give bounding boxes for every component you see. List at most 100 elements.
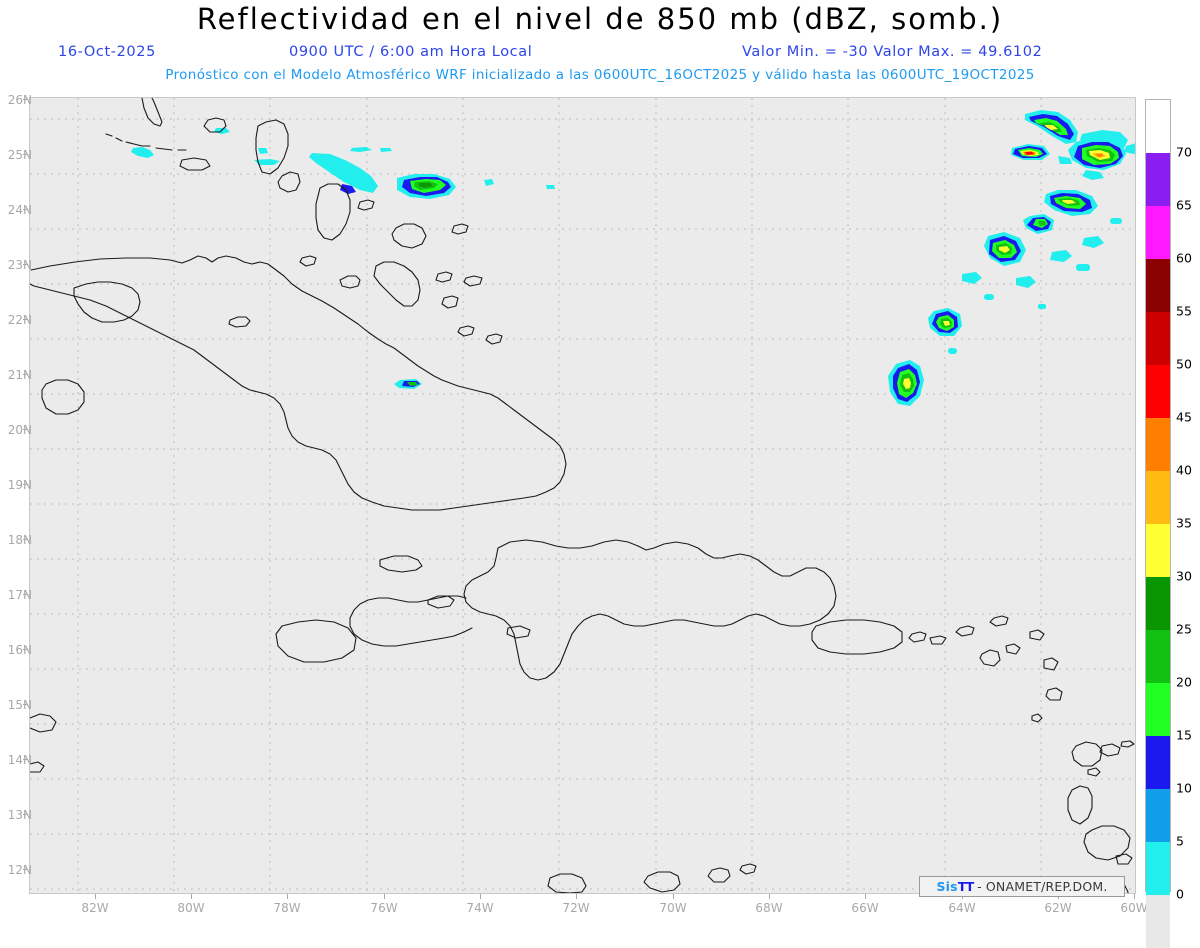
- colorbar-tick-label: 20: [1176, 674, 1192, 690]
- colorbar-band: [1146, 206, 1170, 259]
- colorbar-band: [1146, 471, 1170, 524]
- xtick-mark: [673, 894, 674, 899]
- attribution-organization: ONAMET/REP.DOM.: [985, 879, 1108, 894]
- echo-scattered: [948, 218, 1122, 354]
- colorbar-band: [1146, 365, 1170, 418]
- ytick-mark: [23, 484, 28, 485]
- chart-header: Reflectividad en el nivel de 850 mb (dBZ…: [0, 0, 1200, 92]
- colorbar-tick-label: 0: [1176, 886, 1184, 902]
- colorbar-tick-label: 50: [1176, 356, 1192, 372]
- ytick-label: 15N: [7, 698, 32, 712]
- ytick-mark: [23, 539, 28, 540]
- coast-turks-caicos: [457, 325, 503, 345]
- xtick-label: 78W: [273, 901, 301, 915]
- xtick-label: 62W: [1044, 901, 1072, 915]
- ytick-mark: [23, 429, 28, 430]
- echo-ne-antilles: [1025, 110, 1135, 180]
- colorbar-tick-label: 5: [1176, 833, 1184, 849]
- ytick-label: 23N: [7, 258, 32, 272]
- colorbar-tick-label: 45: [1176, 409, 1192, 425]
- colorbar-tick-label: 30: [1176, 568, 1192, 584]
- xtick-label: 76W: [370, 901, 398, 915]
- ytick-mark: [23, 264, 28, 265]
- xtick-label: 80W: [177, 901, 205, 915]
- colorbar-band: [1146, 312, 1170, 365]
- ytick-label: 26N: [7, 93, 32, 107]
- coast-bahamas: [179, 117, 483, 309]
- ytick-label: 13N: [7, 808, 32, 822]
- ytick-mark: [23, 759, 28, 760]
- colorbar-tick-label: 10: [1176, 780, 1192, 796]
- ytick-mark: [23, 704, 28, 705]
- coast-florida: [105, 98, 187, 151]
- colorbar-band: [1146, 683, 1170, 736]
- coast-south-islands: [547, 863, 757, 893]
- forecast-date: 16-Oct-2025: [58, 44, 156, 60]
- ytick-label: 17N: [7, 588, 32, 602]
- ytick-mark: [23, 649, 28, 650]
- colorbar-tick-label: 35: [1176, 515, 1192, 531]
- echo-bahamas-e2: [546, 185, 555, 189]
- colorbar-band: [1146, 153, 1170, 206]
- xtick-mark: [1134, 894, 1135, 899]
- sistt-logo-sis: Sis: [936, 879, 958, 894]
- colorbar-band: [1146, 736, 1170, 789]
- ytick-label: 19N: [7, 478, 32, 492]
- ytick-mark: [23, 99, 28, 100]
- coast-hispaniola: [349, 539, 837, 681]
- reflectivity-shading: [131, 110, 1135, 406]
- colorbar-tick-label: 40: [1176, 462, 1192, 478]
- xtick-mark: [95, 894, 96, 899]
- ytick-mark: [23, 374, 28, 375]
- coast-lesser-antilles: [979, 629, 1135, 893]
- colorbar-tick-label: 15: [1176, 727, 1192, 743]
- xtick-mark: [865, 894, 866, 899]
- ytick-mark: [23, 594, 28, 595]
- ytick-label: 22N: [7, 313, 32, 327]
- coastlines: [30, 98, 1135, 893]
- colorbar-band: [1146, 100, 1170, 153]
- header-subline-1: 16-Oct-2025 0900 UTC / 6:00 am Hora Loca…: [0, 44, 1200, 64]
- coast-puerto-rico: [811, 619, 947, 655]
- map-plot-area: [29, 97, 1136, 894]
- ytick-label: 21N: [7, 368, 32, 382]
- echo-bahamas-e: [484, 179, 494, 186]
- colorbar-tick-label: 25: [1176, 621, 1192, 637]
- xtick-label: 74W: [466, 901, 494, 915]
- page-title: Reflectividad en el nivel de 850 mb (dBZ…: [196, 2, 1004, 36]
- attribution-separator: -: [977, 879, 982, 894]
- xtick-label: 70W: [659, 901, 687, 915]
- xtick-label: 82W: [81, 901, 109, 915]
- ytick-mark: [23, 154, 28, 155]
- coast-west-islands: [30, 713, 57, 773]
- xtick-mark: [576, 894, 577, 899]
- value-range-readout: Valor Min. = -30 Valor Max. = 49.6102: [742, 44, 1043, 60]
- attribution-box: Sis TT - ONAMET/REP.DOM.: [919, 876, 1125, 897]
- echo-bahamas-central: [397, 174, 456, 199]
- ytick-label: 20N: [7, 423, 32, 437]
- xtick-label: 68W: [755, 901, 783, 915]
- ytick-label: 18N: [7, 533, 32, 547]
- colorbar-band: [1146, 895, 1170, 948]
- coast-jamaica: [275, 619, 357, 663]
- coast-cuba: [30, 255, 567, 511]
- model-description: Pronóstico con el Modelo Atmosférico WRF…: [165, 67, 1035, 83]
- xtick-label: 66W: [851, 901, 879, 915]
- colorbar-band: [1146, 789, 1170, 842]
- xtick-mark: [480, 894, 481, 899]
- echo-cell-red: [1011, 144, 1050, 160]
- colorbar-tick-label: 65: [1176, 197, 1192, 213]
- colorbar-band: [1146, 577, 1170, 630]
- xtick-label: 60W: [1120, 901, 1148, 915]
- xtick-label: 72W: [562, 901, 590, 915]
- colorbar-band: [1146, 524, 1170, 577]
- forecast-time: 0900 UTC / 6:00 am Hora Local: [289, 44, 533, 60]
- colorbar-tick-label: 60: [1176, 250, 1192, 266]
- xtick-label: 64W: [948, 901, 976, 915]
- echo-21n-cell: [888, 360, 924, 406]
- ytick-label: 25N: [7, 148, 32, 162]
- xtick-mark: [769, 894, 770, 899]
- echo-diagonal-band: [962, 190, 1104, 288]
- sistt-logo-tt: TT: [957, 879, 974, 894]
